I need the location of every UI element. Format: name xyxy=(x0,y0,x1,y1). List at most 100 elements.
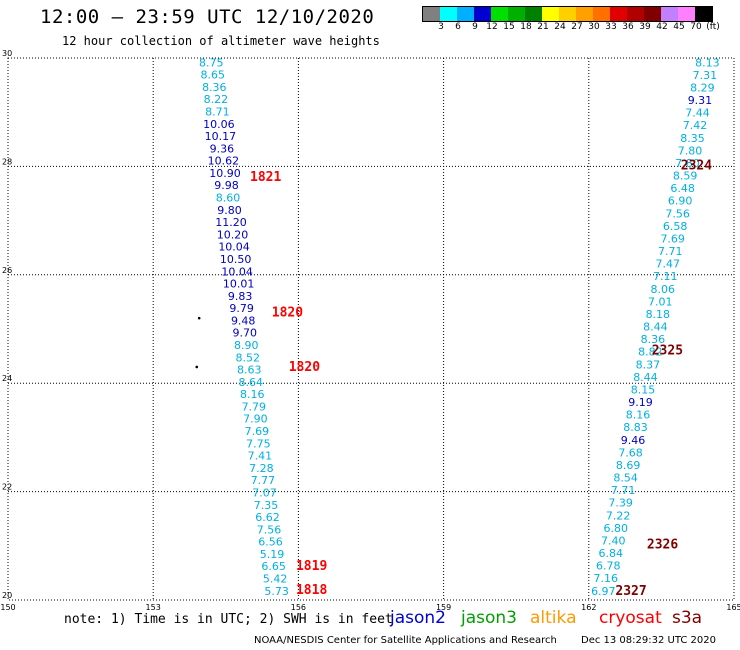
wave-height-value: 7.68 xyxy=(618,446,643,459)
wave-height-value: 7.56 xyxy=(257,523,282,536)
wave-height-value: 9.19 xyxy=(628,396,653,409)
legend-cryosat: cryosat xyxy=(599,608,662,628)
color-swatch xyxy=(474,7,491,21)
wave-height-value: 10.01 xyxy=(223,278,255,291)
wave-height-value: 8.54 xyxy=(613,472,638,485)
wave-height-value: 7.44 xyxy=(685,107,710,120)
wave-height-value: 7.69 xyxy=(245,425,270,438)
wave-height-value: 10.62 xyxy=(208,155,240,168)
wave-height-value: 10.50 xyxy=(220,253,252,266)
color-swatch xyxy=(644,7,661,21)
wave-height-value: 5.73 xyxy=(264,585,289,598)
x-tick-label: 153 xyxy=(146,603,161,612)
wave-height-value: 8.37 xyxy=(636,358,661,371)
color-scale-label: (ft) xyxy=(706,22,720,32)
y-tick-label: 28 xyxy=(2,157,12,166)
legend-jason2: jason2 xyxy=(390,608,446,628)
wave-height-value: 7.07 xyxy=(252,486,277,499)
color-scale-label: 30 xyxy=(588,22,600,32)
footer-timestamp: Dec 13 08:29:32 UTC 2020 xyxy=(581,635,716,646)
color-scale-bar xyxy=(422,6,713,22)
color-swatch xyxy=(695,7,712,21)
legend-altika: altika xyxy=(530,608,577,628)
color-scale-label: 6 xyxy=(455,22,461,32)
color-swatch xyxy=(491,7,508,21)
color-scale-label: 70 xyxy=(690,22,702,32)
color-scale-label: 12 xyxy=(486,22,498,32)
wave-height-value: 6.65 xyxy=(261,560,286,573)
chart-subtitle: 12 hour collection of altimeter wave hei… xyxy=(62,34,380,48)
wave-height-value: 8.63 xyxy=(237,364,262,377)
wave-height-value: 8.44 xyxy=(633,371,658,384)
wave-height-value: 9.46 xyxy=(621,434,646,447)
wave-height-value: 8.16 xyxy=(240,388,265,401)
wave-height-value: 7.79 xyxy=(242,400,267,413)
pass-number-label: 2325 xyxy=(652,344,683,359)
wave-height-value: 9.79 xyxy=(229,302,254,315)
wave-height-value: 8.59 xyxy=(673,170,698,183)
color-swatch xyxy=(576,7,593,21)
wave-height-value: 9.31 xyxy=(688,94,713,107)
wave-height-value: 10.17 xyxy=(205,130,237,143)
wave-height-value: 9.98 xyxy=(214,179,239,192)
wave-height-value: 7.11 xyxy=(653,270,678,283)
x-tick-label: 162 xyxy=(581,603,596,612)
color-swatch xyxy=(440,7,457,21)
y-tick-label: 30 xyxy=(2,49,12,58)
wave-height-value: 6.56 xyxy=(258,536,283,549)
wave-height-value: 5.42 xyxy=(263,572,288,585)
chart-title: 12:00 — 23:59 UTC 12/10/2020 xyxy=(40,6,375,28)
wave-height-value: 7.22 xyxy=(606,509,631,522)
pass-number-label: 1820 xyxy=(272,306,303,321)
wave-height-value: 6.90 xyxy=(668,195,693,208)
color-swatch xyxy=(661,7,678,21)
pass-number-label: 2327 xyxy=(615,584,646,599)
wave-height-value: 7.42 xyxy=(683,119,708,132)
wave-height-value: 8.06 xyxy=(651,283,676,296)
wave-height-value: 7.56 xyxy=(665,207,690,220)
y-tick-label: 26 xyxy=(2,266,12,275)
wave-height-value: 5.19 xyxy=(260,548,285,561)
pass-number-label: 2326 xyxy=(647,538,678,553)
legend-jason3: jason3 xyxy=(461,608,517,628)
color-scale-label: 42 xyxy=(656,22,668,32)
wave-height-value: 8.36 xyxy=(641,333,666,346)
wave-height-value: 7.80 xyxy=(675,157,700,170)
color-swatch xyxy=(627,7,644,21)
wave-height-value: 7.69 xyxy=(660,232,685,245)
wave-height-value: 9.80 xyxy=(217,204,242,217)
wave-height-value: 7.41 xyxy=(248,450,273,463)
wave-height-value: 8.69 xyxy=(616,459,641,472)
wave-height-value: 8.75 xyxy=(199,56,224,69)
wave-height-value: 8.35 xyxy=(680,132,705,145)
wave-height-value: 6.58 xyxy=(663,220,688,233)
wave-height-value: 10.90 xyxy=(209,167,241,180)
pass-number-label: 1821 xyxy=(250,170,281,185)
color-swatch xyxy=(593,7,610,21)
data-point xyxy=(195,365,199,369)
wave-height-value: 9.70 xyxy=(232,327,257,340)
wave-height-value: 10.04 xyxy=(218,241,250,254)
wave-height-value: 8.22 xyxy=(204,93,229,106)
color-scale-label: 45 xyxy=(673,22,685,32)
wave-height-value: 7.47 xyxy=(655,258,680,271)
wave-height-value: 7.31 xyxy=(693,69,718,82)
color-swatch xyxy=(508,7,525,21)
wave-height-value: 7.71 xyxy=(658,245,683,258)
wave-height-value: 8.83 xyxy=(623,421,648,434)
wave-height-value: 8.64 xyxy=(239,376,264,389)
color-scale-label: 3 xyxy=(438,22,444,32)
wave-height-value: 7.77 xyxy=(251,474,276,487)
footer-credit: NOAA/NESDIS Center for Satellite Applica… xyxy=(254,635,557,646)
wave-height-value: 8.29 xyxy=(690,82,715,95)
plot-frame xyxy=(7,57,735,601)
color-swatch xyxy=(423,7,440,21)
wave-height-value: 7.16 xyxy=(594,572,619,585)
wave-height-value: 8.65 xyxy=(201,69,226,82)
legend-s3a: s3a xyxy=(672,608,703,628)
y-tick-label: 24 xyxy=(2,374,12,383)
wave-height-value: 7.80 xyxy=(678,144,703,157)
color-swatch xyxy=(559,7,576,21)
y-tick-label: 22 xyxy=(2,483,12,492)
wave-height-value: 7.40 xyxy=(601,534,626,547)
